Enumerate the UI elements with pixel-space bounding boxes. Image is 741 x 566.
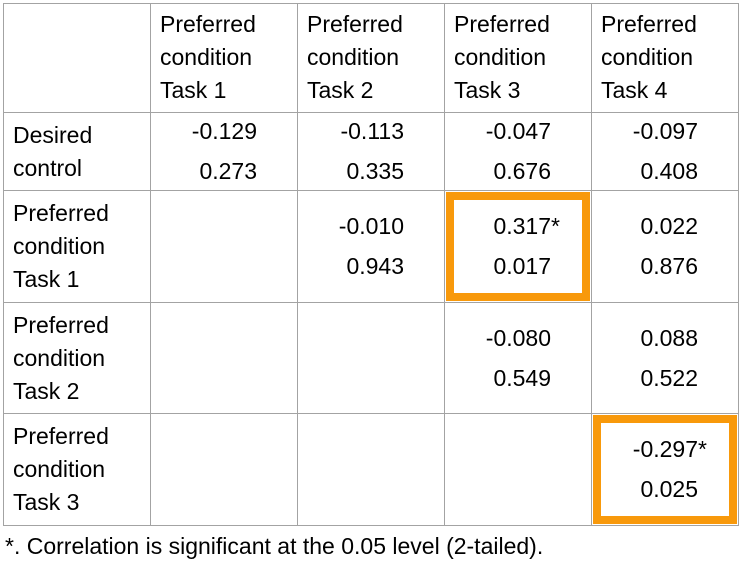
column-header-1: Preferred condition Task 1 <box>150 3 298 113</box>
significance-footnote: *. Correlation is significant at the 0.0… <box>5 533 544 559</box>
table-row: Preferred condition Task 3 -0.297* 0.025 <box>3 413 739 526</box>
column-header-2: Preferred condition Task 2 <box>297 3 445 113</box>
correlation-cell: -0.047 0.676 <box>444 112 592 191</box>
correlation-cell: -0.113 0.335 <box>297 112 445 191</box>
correlation-value: -0.097 <box>632 118 698 144</box>
empty-cell <box>297 302 445 414</box>
empty-cell <box>150 413 298 526</box>
correlation-cell: 0.088 0.522 <box>591 302 739 414</box>
p-value: 0.549 <box>493 364 551 391</box>
p-value: 0.025 <box>640 476 698 502</box>
table-row: Desired control -0.129 0.273 -0.113 0.335 -0.… <box>3 112 739 191</box>
correlation-table: Preferred condition Task 1 Preferred cond… <box>3 3 739 526</box>
table-row: Preferred condition Task 2 -0.080 0.549 0.0… <box>3 302 739 414</box>
correlation-cell: 0.317* 0.017 <box>444 190 592 303</box>
p-value: 0.676 <box>493 158 551 184</box>
empty-cell <box>150 302 298 414</box>
empty-cell <box>150 190 298 303</box>
p-value: 0.876 <box>640 253 698 279</box>
row-header: Preferred condition Task 1 <box>3 190 151 303</box>
p-value: 0.273 <box>199 158 257 184</box>
p-value: 0.017 <box>493 253 551 279</box>
corner-cell <box>3 3 151 113</box>
highlight-box <box>446 192 590 301</box>
correlation-cell: 0.022 0.876 <box>591 190 739 303</box>
column-header-4: Preferred condition Task 4 <box>591 3 739 113</box>
empty-cell <box>444 413 592 526</box>
row-header: Desired control <box>3 112 151 191</box>
correlation-value: -0.113 <box>340 118 404 144</box>
correlation-cell: -0.297* 0.025 <box>591 413 739 526</box>
correlation-value: 0.022 <box>640 213 698 239</box>
row-header: Preferred condition Task 2 <box>3 302 151 414</box>
correlation-value: -0.047 <box>485 118 551 144</box>
correlation-cell: -0.010 0.943 <box>297 190 445 303</box>
empty-cell <box>297 413 445 526</box>
correlation-value: -0.080 <box>485 324 551 351</box>
row-header: Preferred condition Task 3 <box>3 413 151 526</box>
header-row: Preferred condition Task 1 Preferred cond… <box>3 3 739 113</box>
correlation-value: -0.010 <box>338 213 404 239</box>
correlation-value: -0.129 <box>191 118 257 144</box>
correlation-value: 0.317* <box>493 213 560 239</box>
correlation-cell: -0.097 0.408 <box>591 112 739 191</box>
p-value: 0.335 <box>346 158 404 184</box>
table-row: Preferred condition Task 1 -0.010 0.943 0.3… <box>3 190 739 303</box>
correlation-cell: -0.080 0.549 <box>444 302 592 414</box>
correlation-value: 0.088 <box>640 324 698 351</box>
highlight-box <box>593 415 737 524</box>
p-value: 0.522 <box>640 364 698 391</box>
p-value: 0.408 <box>640 158 698 184</box>
p-value: 0.943 <box>346 253 404 279</box>
correlation-value: -0.297* <box>632 436 707 462</box>
correlation-cell: -0.129 0.273 <box>150 112 298 191</box>
column-header-3: Preferred condition Task 3 <box>444 3 592 113</box>
